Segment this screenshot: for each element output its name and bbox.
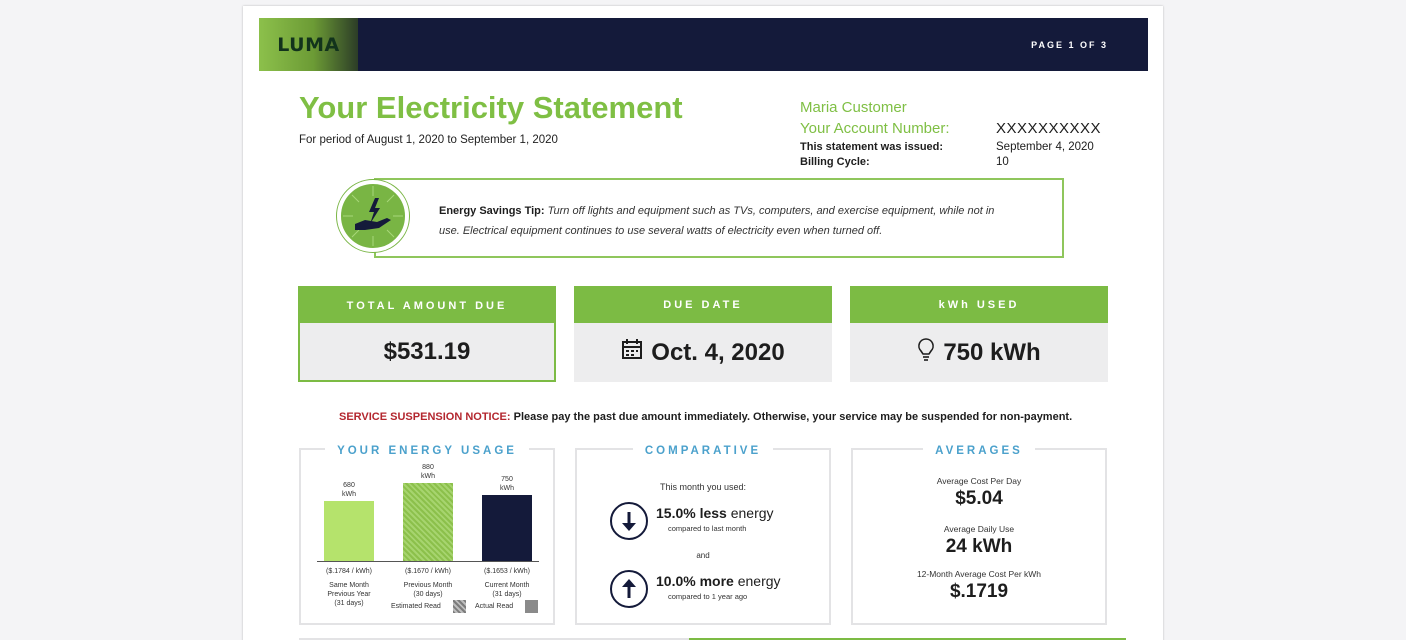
avg-cost-per-kwh: 12-Month Average Cost Per kWh $.1719 [916, 569, 1042, 602]
page-indicator: PAGE 1 OF 3 [1031, 40, 1108, 50]
kwh-used-value: 750 kWh [943, 338, 1041, 366]
comparative-title: COMPARATIVE [632, 445, 774, 457]
account-number-label: Your Account Number: [800, 120, 950, 137]
avg-cost-per-day: Average Cost Per Day $5.04 [936, 476, 1022, 509]
less-energy-sub: compared to last month [668, 524, 747, 533]
comparative-intro: This month you used: [659, 482, 747, 492]
energy-tip-text: Energy Savings Tip: Turn off lights and … [439, 201, 999, 241]
notice-label: SERVICE SUSPENSION NOTICE: [339, 411, 511, 423]
usage-bar [403, 483, 453, 561]
actual-read-swatch [525, 600, 538, 613]
total-due-label: TOTAL AMOUNT DUE [300, 288, 554, 323]
tip-body: Turn off lights and equipment such as TV… [439, 205, 995, 237]
header-bar: LUMA PAGE 1 OF 3 [259, 18, 1148, 71]
usage-bar [324, 501, 374, 561]
usage-bar-value-label: 880 kWh [421, 464, 435, 480]
arrow-down-icon [610, 502, 648, 540]
energy-hand-icon [337, 180, 409, 252]
arrow-up-icon [610, 570, 648, 608]
bottom-divider [299, 638, 1126, 640]
suspension-notice: SERVICE SUSPENSION NOTICE: Please pay th… [339, 411, 1072, 423]
luma-logo: LUMA [259, 18, 358, 71]
billing-cycle: 10 [996, 156, 1009, 168]
usage-bar-category-label: Current Month (31 days) [484, 582, 530, 598]
actual-read-legend: Actual Read [475, 603, 514, 610]
usage-bar-category-label: Same Month Previous Year (31 days) [327, 582, 371, 607]
usage-bar-rate-label: ($.1653 / kWh) [484, 568, 530, 575]
page-title: Your Electricity Statement [299, 90, 683, 125]
kwh-used-label: kWh USED [850, 286, 1108, 323]
less-energy-text: 15.0% less energy [656, 505, 774, 521]
tip-label: Energy Savings Tip: [439, 205, 545, 217]
more-energy-text: 10.0% more energy [656, 573, 781, 589]
usage-bar-rate-label: ($.1784 / kWh) [326, 568, 372, 575]
due-date-label: DUE DATE [574, 286, 832, 323]
usage-bar [482, 495, 532, 561]
statement-page: LUMA PAGE 1 OF 3 Your Electricity Statem… [243, 6, 1163, 640]
due-date-box: DUE DATE Oct. 4, 2020 [574, 286, 832, 382]
due-date-value: Oct. 4, 2020 [651, 338, 785, 366]
total-due-value: $531.19 [300, 323, 554, 380]
calendar-icon [621, 338, 643, 367]
energy-usage-panel: YOUR ENERGY USAGE 680 kWh ($.1784 / kWh) Sa… [299, 445, 555, 625]
energy-tip-box [374, 178, 1064, 258]
usage-bar-value-label: 680 kWh [342, 482, 356, 498]
averages-title: AVERAGES [923, 445, 1035, 457]
avg-daily-use: Average Daily Use 24 kWh [943, 524, 1015, 557]
estimated-read-legend: Estimated Read [391, 603, 441, 610]
usage-bar-category-label: Previous Month (30 days) [403, 582, 453, 598]
issued-label: This statement was issued: [800, 141, 944, 153]
averages-panel: AVERAGES Average Cost Per Day $5.04 Aver… [851, 445, 1107, 625]
account-number: XXXXXXXXXX [996, 120, 1102, 137]
billing-period: For period of August 1, 2020 to Septembe… [299, 134, 558, 146]
total-due-box: TOTAL AMOUNT DUE $531.19 [298, 286, 556, 382]
issued-date: September 4, 2020 [996, 141, 1094, 153]
more-energy-sub: compared to 1 year ago [668, 592, 748, 601]
usage-bar-value-label: 750 kWh [500, 476, 514, 492]
comparative-and: and [696, 551, 710, 560]
comparative-panel: COMPARATIVE This month you used: 15.0% l… [575, 445, 831, 625]
account-info: Maria Customer Your Account Number: XXXX… [800, 99, 1120, 171]
chart-baseline [317, 561, 539, 562]
estimated-read-swatch [453, 600, 466, 613]
energy-usage-title: YOUR ENERGY USAGE [325, 445, 529, 457]
lightbulb-icon [917, 337, 935, 368]
usage-bar-rate-label: ($.1670 / kWh) [405, 568, 451, 575]
kwh-used-box: kWh USED 750 kWh [850, 286, 1108, 382]
customer-name: Maria Customer [800, 99, 907, 116]
billing-cycle-label: Billing Cycle: [800, 156, 870, 168]
notice-text: Please pay the past due amount immediate… [513, 411, 1073, 423]
